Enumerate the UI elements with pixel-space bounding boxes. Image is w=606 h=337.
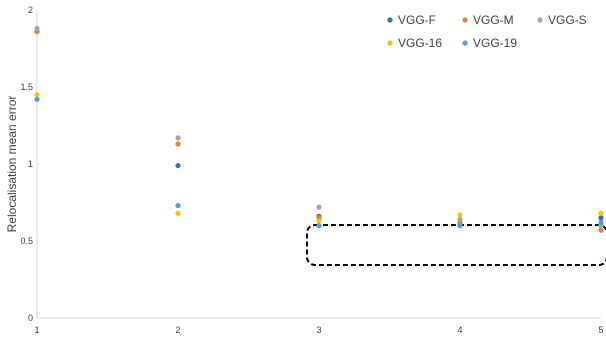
y-axis-title: Relocalisation mean error — [5, 96, 19, 233]
point-vgg-19 — [175, 202, 181, 209]
axes: 0 0.5 1 1.5 2 1 2 3 4 5 Relocalisation mean error — [5, 5, 604, 335]
point-vgg-s — [457, 216, 463, 223]
point-vgg-16 — [316, 218, 322, 224]
legend-marker-vgg-m — [462, 17, 468, 23]
point-vgg-s — [34, 25, 40, 32]
point-vgg-19 — [457, 223, 463, 229]
legend-marker-vgg-19 — [462, 40, 468, 46]
data-points — [34, 25, 604, 233]
point-vgg-m — [598, 227, 604, 233]
point-vgg-19 — [598, 219, 604, 226]
point-vgg-16 — [457, 212, 463, 218]
y-tick-label: 2 — [28, 5, 33, 15]
point-vgg-s — [316, 204, 322, 210]
y-tick-label: 0 — [28, 313, 33, 323]
highlight-box — [306, 224, 606, 266]
legend-label-vgg-19: VGG-19 — [473, 36, 517, 50]
x-tick-label: 4 — [457, 325, 462, 335]
legend-marker-vgg-16 — [387, 40, 393, 46]
legend-label-vgg-f: VGG-F — [398, 13, 436, 27]
point-vgg-16 — [34, 92, 40, 98]
legend-marker-vgg-s — [537, 17, 543, 23]
x-tick-label: 5 — [598, 325, 603, 335]
annotation-layer — [306, 224, 606, 266]
x-tick-label: 1 — [34, 325, 39, 335]
y-tick-label: 1 — [28, 159, 33, 169]
point-vgg-16 — [598, 210, 604, 216]
legend-label-vgg-m: VGG-M — [473, 13, 514, 27]
y-tick-label: 1.5 — [20, 82, 33, 92]
point-vgg-19 — [316, 223, 322, 229]
x-tick-label: 2 — [175, 325, 180, 335]
legend: VGG-F VGG-M VGG-S VGG-16 VGG-19 — [387, 13, 587, 50]
x-tick-label: 3 — [316, 325, 321, 335]
legend-label-vgg-16: VGG-16 — [398, 36, 442, 50]
point-vgg-f — [175, 162, 181, 169]
point-vgg-m — [175, 141, 181, 147]
point-vgg-s — [175, 135, 181, 141]
legend-label-vgg-s: VGG-S — [548, 13, 587, 27]
point-vgg-16 — [175, 210, 181, 216]
legend-marker-vgg-f — [387, 17, 393, 23]
point-vgg-f — [598, 215, 604, 221]
y-tick-label: 0.5 — [20, 236, 33, 246]
point-vgg-19 — [34, 96, 40, 102]
